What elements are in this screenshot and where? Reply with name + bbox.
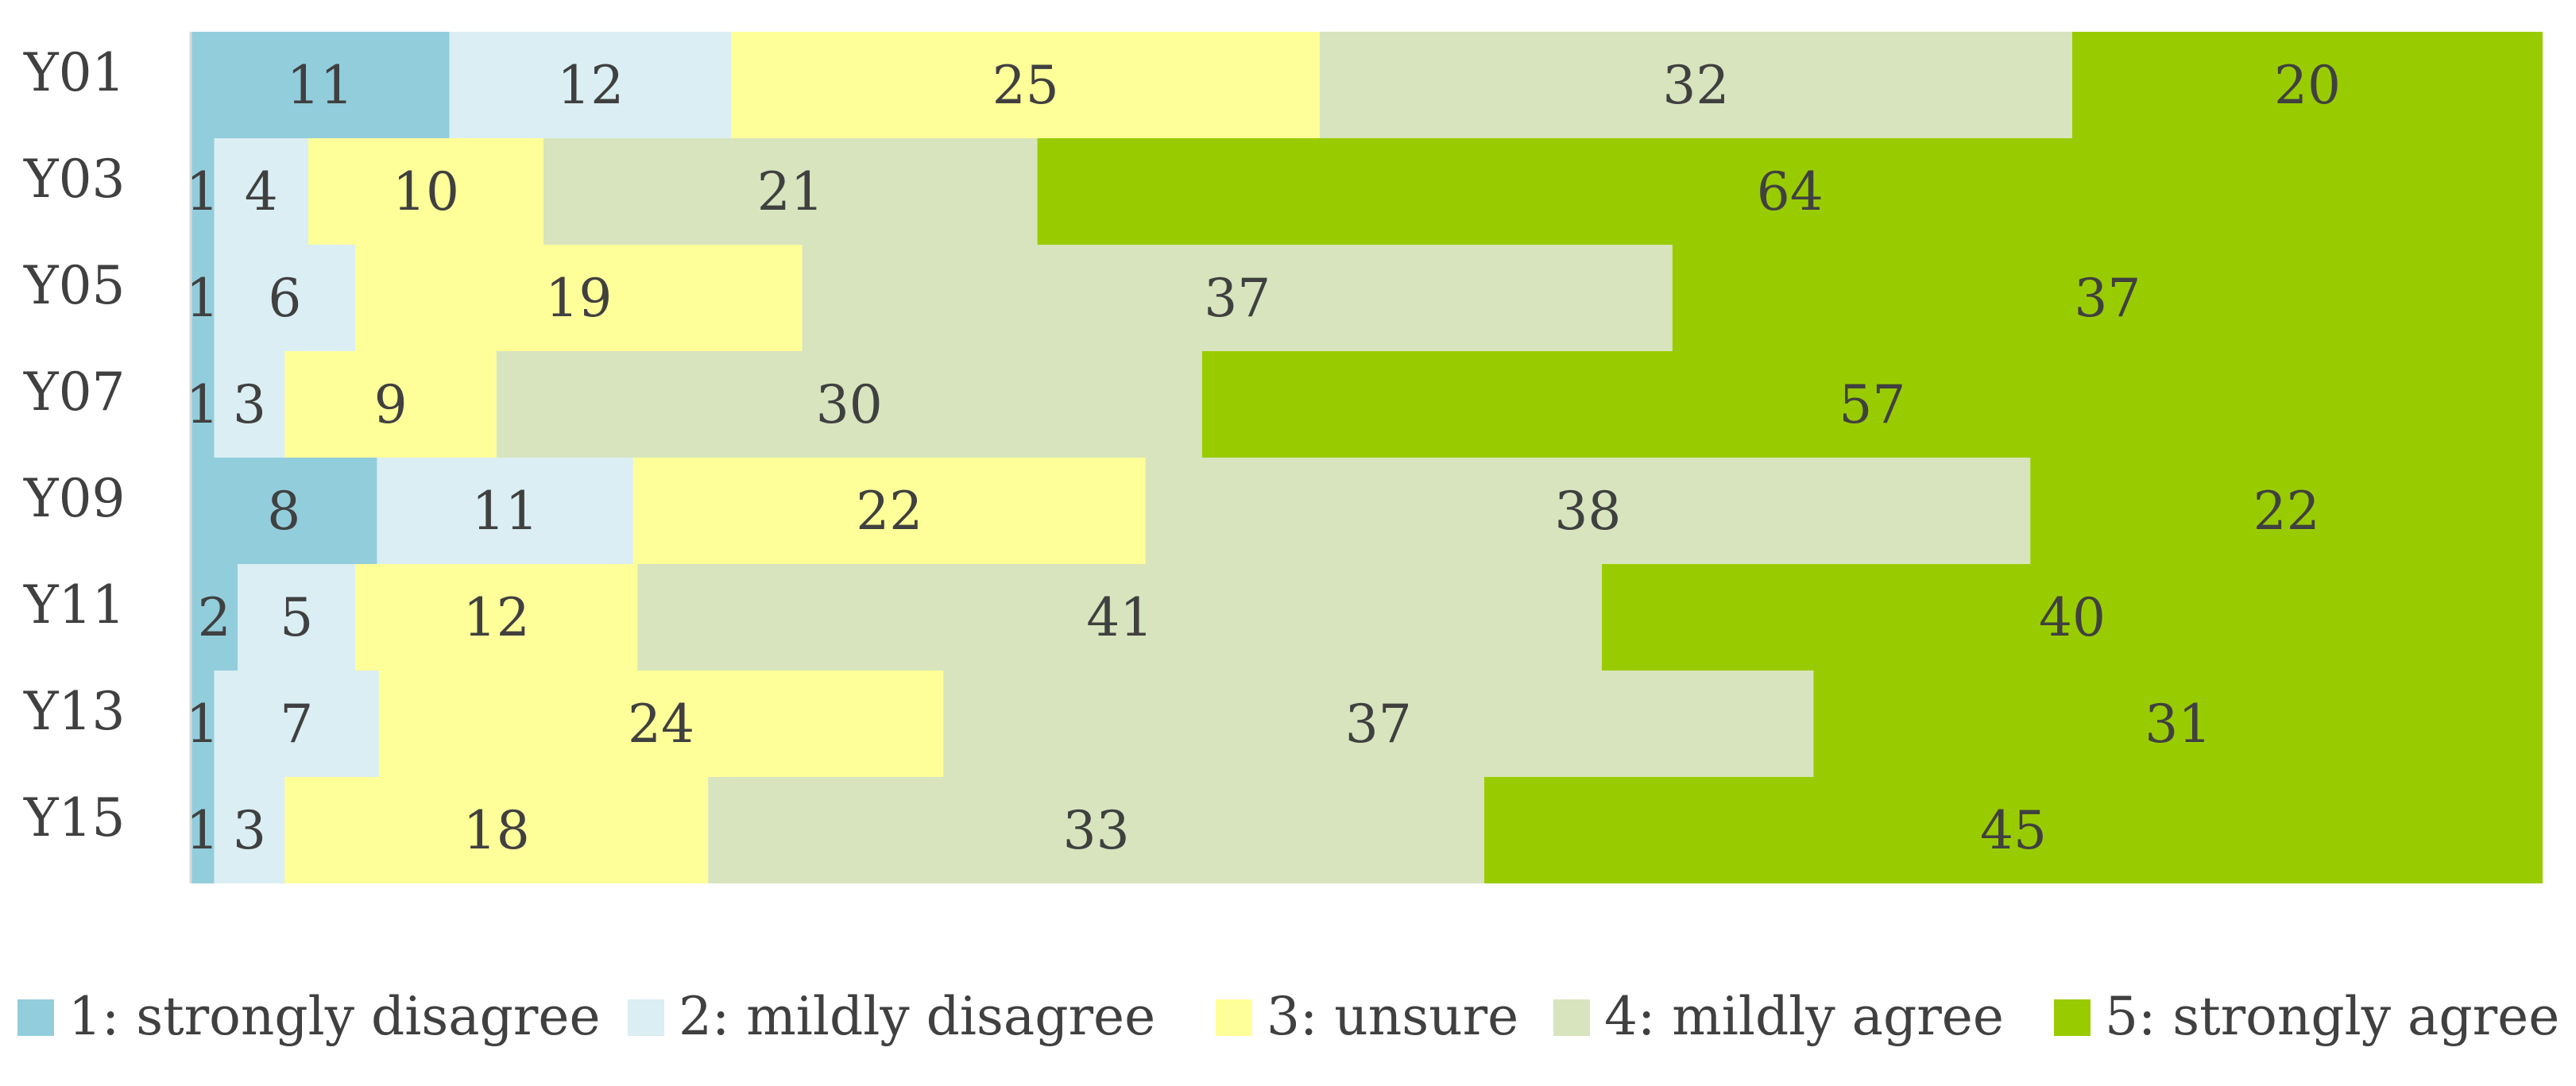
bar-segment-y07-s1	[191, 351, 215, 458]
data-label: 37	[2074, 268, 2141, 329]
bar-segment-y13-s3	[378, 671, 944, 777]
bar-segment-y15-s2	[214, 777, 285, 883]
data-label: 45	[1980, 800, 2047, 861]
data-label: 12	[557, 55, 624, 116]
category-label: Y15	[23, 787, 126, 848]
data-label: 10	[393, 161, 459, 222]
bar-segment-y03-s2	[214, 138, 308, 245]
bar-segment-y07-s3	[284, 351, 497, 458]
category-label: Y09	[23, 468, 126, 529]
legend-label: 3: unsure	[1267, 986, 1518, 1047]
bar-segment-y11-s4	[637, 564, 1602, 671]
bar-segment-y09-s1	[191, 458, 377, 564]
legend-label: 2: mildly disagree	[679, 986, 1155, 1047]
data-label: 21	[757, 161, 824, 222]
bar-segment-y07-s5	[1201, 351, 2543, 458]
legend-swatch	[2054, 999, 2091, 1036]
data-label: 5	[280, 587, 313, 648]
bar-segment-y05-s3	[355, 245, 803, 351]
data-label: 38	[1554, 481, 1621, 542]
legend-swatch	[628, 999, 664, 1036]
data-label: 57	[1839, 374, 1905, 435]
category-label: Y01	[23, 42, 126, 103]
bar-segment-y03-s3	[308, 138, 543, 245]
data-labels-layer: 11 12 25 32 201 4 10 21 641 6 19 37 371 3 9 30 578 11 22 38…	[186, 55, 2341, 861]
bar-segment-y09-s2	[377, 458, 633, 564]
legend-label: 4: mildly agree	[1604, 986, 2004, 1047]
data-label: 11	[287, 55, 354, 116]
bar-segment-y01-s5	[2072, 32, 2543, 138]
bar-segment-y13-s5	[1813, 671, 2543, 777]
bar-segment-y05-s4	[802, 245, 1673, 351]
data-label: 3	[233, 800, 266, 861]
data-label: 8	[267, 481, 300, 542]
data-label: 41	[1086, 587, 1153, 648]
bars-layer	[191, 32, 2543, 883]
data-label: 32	[1662, 55, 1729, 116]
bar-segment-y11-s2	[238, 564, 356, 671]
data-label: 40	[2039, 587, 2106, 648]
bar-segment-y03-s5	[1037, 138, 2543, 245]
bar-segment-y15-s5	[1484, 777, 2543, 883]
category-label: Y07	[23, 361, 126, 423]
bar-segment-y09-s5	[2030, 458, 2543, 564]
data-label: 24	[628, 694, 694, 755]
category-label: Y05	[23, 255, 126, 316]
data-label: 33	[1063, 800, 1130, 861]
bar-segment-y15-s1	[191, 777, 215, 883]
data-label: 30	[816, 374, 883, 435]
data-label: 18	[463, 800, 530, 861]
bar-segment-y05-s2	[214, 245, 356, 351]
data-label: 22	[2253, 481, 2320, 542]
bar-segment-y11-s3	[355, 564, 638, 671]
category-axis: Y01 Y03 Y05 Y07 Y09 Y11 Y13 Y15	[23, 42, 126, 848]
bar-segment-y13-s4	[943, 671, 1814, 777]
bar-segment-y01-s4	[1319, 32, 2072, 138]
data-label: 25	[992, 55, 1059, 116]
bar-segment-y09-s4	[1145, 458, 2031, 564]
legend-swatch	[1553, 999, 1590, 1036]
bar-segment-y13-s2	[214, 671, 379, 777]
bar-segment-y03-s4	[543, 138, 1038, 245]
bar-segment-y05-s1	[191, 245, 215, 351]
bar-segment-y13-s1	[191, 671, 215, 777]
bar-segment-y01-s1	[191, 32, 450, 138]
category-label: Y13	[23, 681, 126, 742]
data-label: 37	[1204, 268, 1271, 329]
bar-segment-y15-s3	[284, 777, 709, 883]
data-label: 22	[856, 481, 922, 542]
bar-segment-y15-s4	[708, 777, 1484, 883]
category-label: Y03	[23, 149, 126, 210]
data-label: 4	[245, 161, 278, 222]
data-label: 19	[545, 268, 612, 329]
data-label: 6	[268, 268, 301, 329]
bar-segment-y01-s2	[449, 32, 732, 138]
bar-segment-y03-s1	[191, 138, 215, 245]
bar-segment-y01-s3	[731, 32, 1320, 138]
data-label: 31	[2145, 694, 2211, 755]
data-label: 7	[280, 694, 313, 755]
data-label: 64	[1757, 161, 1824, 222]
data-label: 2	[198, 587, 231, 648]
legend: 1: strongly disagree 2: mildly disagree 3:…	[17, 986, 2559, 1047]
bar-segment-y05-s5	[1672, 245, 2543, 351]
legend-label: 1: strongly disagree	[68, 986, 601, 1047]
data-label: 12	[463, 587, 530, 648]
legend-swatch	[17, 999, 54, 1036]
bar-segment-y07-s4	[496, 351, 1202, 458]
bar-segment-y07-s2	[214, 351, 285, 458]
data-label: 9	[374, 374, 408, 435]
legend-swatch	[1216, 999, 1252, 1036]
bar-segment-y11-s1	[191, 564, 238, 671]
bar-segment-y09-s3	[632, 458, 1146, 564]
bar-segment-y11-s5	[1602, 564, 2543, 671]
legend-label: 5: strongly agree	[2105, 986, 2559, 1047]
category-label: Y11	[23, 574, 126, 636]
data-label: 3	[233, 374, 266, 435]
data-label: 11	[472, 481, 539, 542]
data-label: 37	[1345, 694, 1412, 755]
data-label: 20	[2274, 55, 2341, 116]
